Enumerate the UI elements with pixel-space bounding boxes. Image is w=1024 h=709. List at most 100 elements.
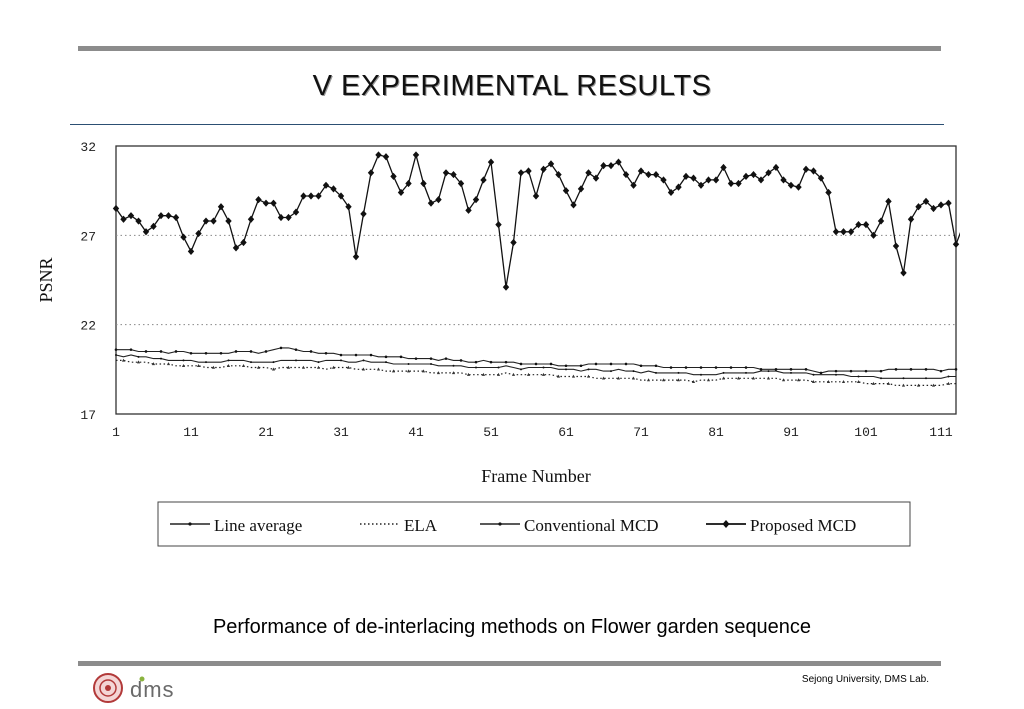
data-point	[391, 369, 396, 373]
data-point	[427, 199, 435, 207]
data-point	[542, 366, 545, 369]
data-point	[459, 359, 463, 362]
data-point	[272, 361, 275, 364]
data-point	[240, 238, 247, 247]
x-tick-label: 31	[333, 425, 349, 440]
data-point	[225, 217, 232, 225]
y-axis-ticks: 17 22 27 32	[80, 140, 96, 423]
data-point	[262, 199, 270, 207]
data-point	[765, 169, 772, 177]
data-point	[241, 363, 246, 367]
data-point	[945, 199, 952, 207]
data-point	[812, 373, 815, 376]
x-axis-label: Frame Number	[481, 466, 590, 486]
gridlines	[116, 234, 956, 326]
data-point	[570, 201, 577, 209]
data-point	[661, 378, 666, 382]
data-point	[114, 348, 118, 351]
data-point	[810, 167, 817, 175]
data-point	[556, 374, 561, 378]
data-point	[452, 364, 455, 367]
data-point	[856, 380, 861, 384]
data-point	[631, 376, 636, 380]
data-point	[495, 221, 502, 229]
data-point	[615, 158, 622, 166]
data-point	[924, 368, 928, 371]
data-point	[669, 366, 673, 369]
data-point	[144, 350, 148, 353]
data-point	[520, 368, 522, 371]
data-point	[744, 366, 748, 369]
x-tick-label: 21	[258, 425, 274, 440]
data-point	[361, 367, 366, 371]
y-tick-label: 32	[80, 140, 96, 155]
legend: Line average ELA Conventional MCD Proposed …	[157, 501, 911, 547]
data-point	[676, 378, 681, 382]
data-point	[607, 162, 615, 170]
data-point	[202, 217, 210, 225]
data-point	[369, 353, 373, 357]
data-point	[385, 361, 387, 364]
data-point	[712, 176, 720, 184]
data-point	[286, 365, 291, 369]
data-point	[592, 174, 600, 182]
data-point	[160, 357, 162, 360]
data-point	[466, 372, 471, 376]
data-point	[474, 360, 478, 364]
data-point	[609, 362, 613, 366]
data-point	[480, 176, 487, 184]
data-point	[317, 361, 320, 364]
data-point	[894, 368, 898, 371]
data-point	[435, 196, 442, 204]
data-point	[331, 365, 336, 369]
data-point	[189, 351, 193, 355]
data-point	[137, 355, 140, 358]
data-point	[292, 208, 300, 216]
data-point	[510, 238, 517, 247]
data-point	[384, 355, 388, 359]
data-point	[541, 372, 546, 376]
data-point	[787, 181, 795, 189]
data-point	[675, 183, 682, 191]
data-point	[577, 185, 585, 193]
data-point	[165, 212, 172, 220]
data-point	[562, 187, 570, 195]
data-point	[264, 350, 268, 353]
data-point	[172, 213, 180, 222]
data-point	[826, 380, 831, 384]
data-point	[811, 380, 816, 384]
data-point	[407, 362, 410, 365]
data-point	[817, 174, 825, 182]
data-point	[497, 366, 500, 369]
data-point	[832, 228, 840, 236]
data-point	[376, 367, 381, 371]
data-point	[586, 374, 591, 378]
legend-marker	[722, 520, 730, 528]
data-point	[367, 169, 375, 177]
data-point	[954, 368, 958, 371]
figure-caption: Performance of de-interlacing methods on…	[212, 616, 812, 638]
data-point	[442, 169, 450, 177]
data-point	[834, 369, 838, 373]
data-point	[307, 192, 315, 200]
data-point	[819, 371, 823, 375]
data-point	[250, 361, 252, 364]
data-point	[294, 348, 298, 351]
data-point	[399, 355, 403, 359]
data-point	[742, 172, 750, 180]
data-point	[549, 362, 553, 366]
data-point	[885, 197, 892, 205]
data-point	[300, 192, 307, 200]
data-point	[585, 169, 592, 177]
data-point	[864, 369, 868, 373]
data-point	[502, 283, 510, 291]
data-point	[195, 229, 202, 238]
data-point	[721, 376, 726, 380]
title-underline	[70, 124, 944, 125]
data-point	[180, 233, 187, 241]
data-point	[622, 170, 630, 179]
legend-label: Line average	[214, 516, 302, 535]
data-point	[691, 380, 696, 384]
data-point	[217, 203, 225, 211]
